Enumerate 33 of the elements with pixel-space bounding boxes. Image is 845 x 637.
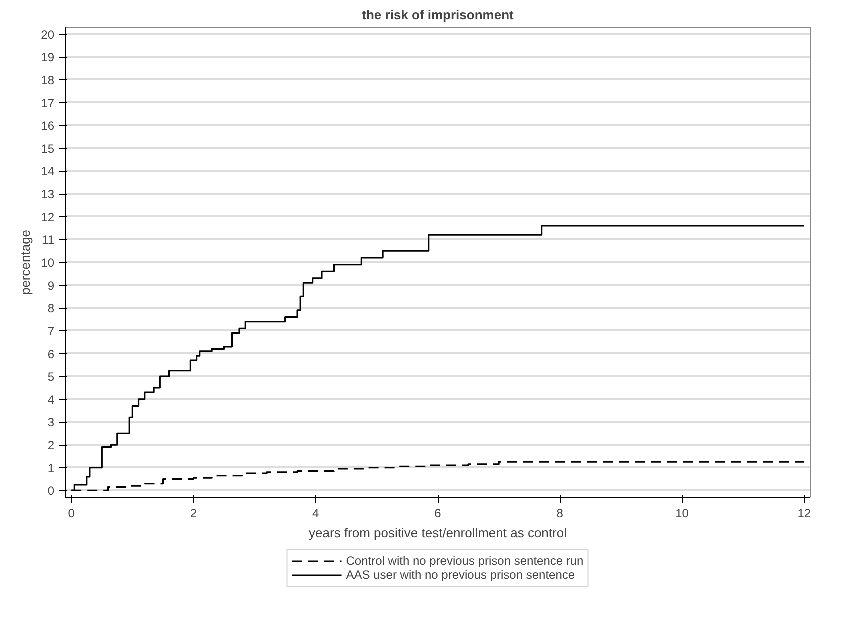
x-tick-label: 8 <box>556 506 564 520</box>
x-tick-label: 12 <box>798 506 812 520</box>
x-tick-label: 10 <box>676 506 690 520</box>
y-tick-label: 1 <box>48 461 55 476</box>
y-tick-label: 9 <box>48 278 55 293</box>
y-tick-label: 18 <box>41 73 55 88</box>
x-tick-label: 2 <box>190 506 198 520</box>
x-tick-label: 6 <box>434 506 442 520</box>
y-tick-label: 2 <box>48 438 55 453</box>
x-axis-title: years from positive test/enrollment as control <box>309 526 568 540</box>
x-tick-label: 4 <box>312 506 320 520</box>
y-tick-label: 12 <box>41 210 55 224</box>
y-tick-label: 20 <box>41 28 55 42</box>
y-tick-label: 11 <box>42 233 55 248</box>
y-tick-label: 17 <box>41 96 55 110</box>
y-axis-title: percentage <box>18 230 34 296</box>
y-tick-label: 3 <box>48 416 55 430</box>
legend-label: Control with no previous prison sentence run <box>346 554 584 568</box>
y-tick-label: 8 <box>48 302 55 316</box>
y-tick-label: 19 <box>41 50 55 65</box>
y-tick-label: 0 <box>48 484 55 498</box>
y-tick-label: 13 <box>41 188 55 202</box>
legend-label: AAS user with no previous prison sentence <box>346 568 576 582</box>
chart-title: the risk of imprisonment <box>362 8 515 22</box>
x-tick-label: 0 <box>68 506 76 520</box>
y-tick-label: 5 <box>48 370 55 384</box>
y-tick-label: 15 <box>41 142 55 156</box>
y-tick-label: 16 <box>41 119 55 134</box>
y-tick-label: 14 <box>41 164 55 179</box>
y-tick-label: 4 <box>48 392 55 407</box>
y-tick-label: 6 <box>48 347 55 362</box>
y-tick-label: 7 <box>48 324 55 338</box>
y-tick-label: 10 <box>41 256 55 270</box>
